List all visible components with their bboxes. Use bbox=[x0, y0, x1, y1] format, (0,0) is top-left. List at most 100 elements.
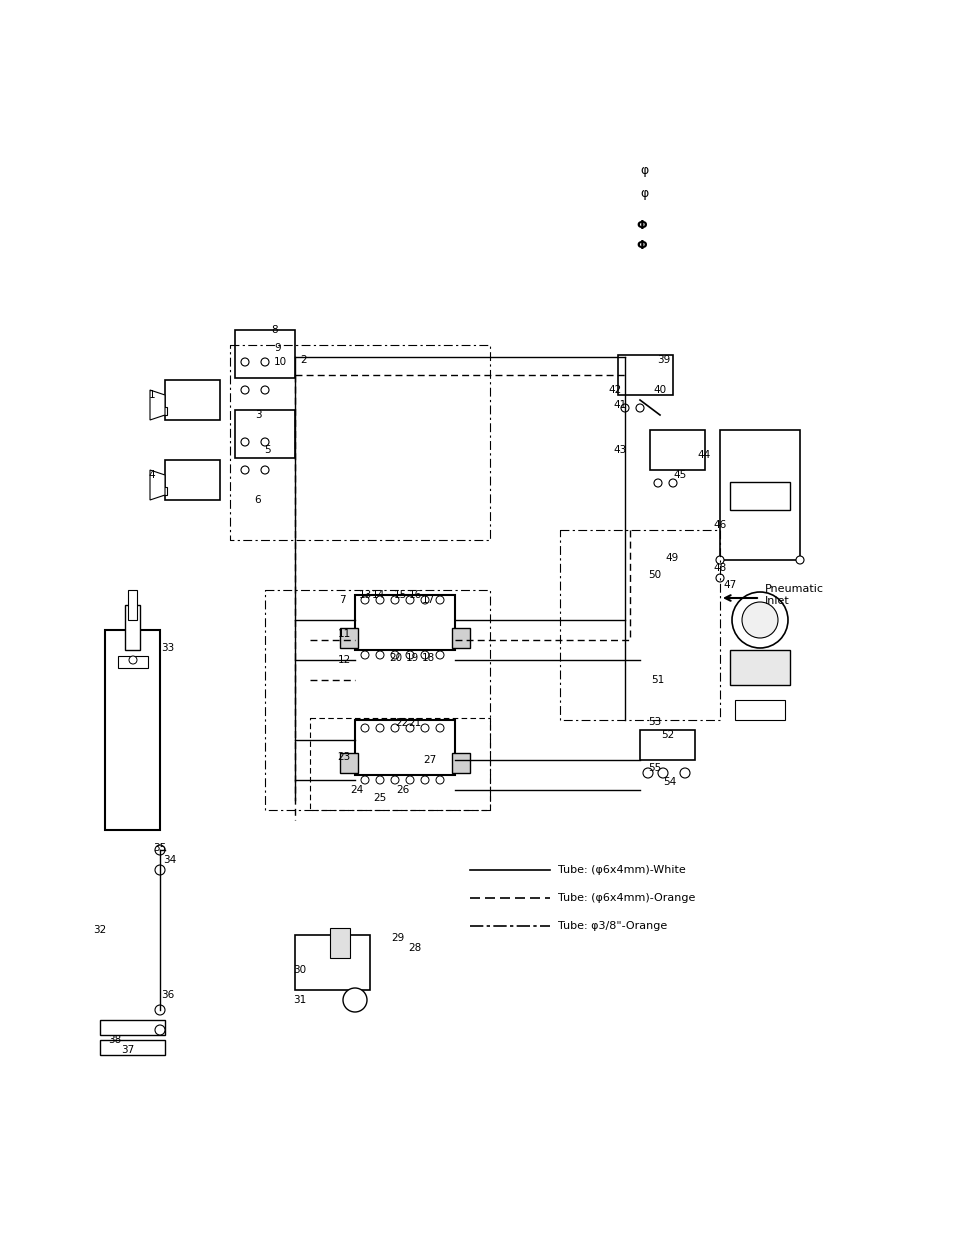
Text: 28: 28 bbox=[408, 944, 421, 953]
Text: 49: 49 bbox=[664, 553, 678, 563]
Circle shape bbox=[261, 466, 269, 474]
Circle shape bbox=[420, 724, 429, 732]
Bar bbox=[639, 730, 695, 760]
Circle shape bbox=[406, 651, 414, 659]
Text: 50: 50 bbox=[648, 571, 660, 580]
Text: 11: 11 bbox=[337, 629, 351, 638]
Bar bbox=[618, 354, 672, 395]
Text: 3: 3 bbox=[254, 410, 261, 420]
Bar bbox=[729, 650, 789, 685]
Bar bbox=[452, 629, 470, 648]
Circle shape bbox=[154, 864, 165, 876]
Text: 17: 17 bbox=[421, 595, 435, 605]
Circle shape bbox=[658, 768, 667, 778]
Text: 23: 23 bbox=[337, 752, 351, 762]
Text: 30: 30 bbox=[294, 965, 306, 974]
Text: 20: 20 bbox=[389, 653, 402, 663]
Text: 2: 2 bbox=[300, 354, 307, 366]
Text: 34: 34 bbox=[163, 855, 176, 864]
Text: 6: 6 bbox=[254, 495, 261, 505]
Text: 4: 4 bbox=[149, 471, 155, 480]
Bar bbox=[729, 482, 789, 510]
Text: 48: 48 bbox=[713, 563, 726, 573]
Circle shape bbox=[241, 438, 249, 446]
Text: 21: 21 bbox=[408, 718, 421, 727]
Text: 9: 9 bbox=[274, 343, 281, 353]
Circle shape bbox=[241, 358, 249, 366]
Text: 19: 19 bbox=[405, 653, 418, 663]
Bar bbox=[720, 430, 800, 559]
Text: 46: 46 bbox=[713, 520, 726, 530]
Text: φ: φ bbox=[639, 163, 648, 177]
Bar bbox=[355, 720, 455, 776]
Circle shape bbox=[375, 651, 384, 659]
Circle shape bbox=[261, 438, 269, 446]
Circle shape bbox=[436, 597, 443, 604]
Bar bbox=[355, 595, 455, 650]
Circle shape bbox=[261, 387, 269, 394]
Circle shape bbox=[731, 592, 787, 648]
Bar bbox=[100, 1040, 165, 1055]
Circle shape bbox=[391, 776, 398, 784]
Text: 7: 7 bbox=[338, 595, 345, 605]
Bar bbox=[118, 656, 148, 668]
Text: Tube: (φ6x4mm)-Orange: Tube: (φ6x4mm)-Orange bbox=[558, 893, 695, 903]
Text: 44: 44 bbox=[697, 450, 710, 459]
Bar bbox=[234, 410, 294, 458]
Polygon shape bbox=[150, 390, 165, 420]
Text: 45: 45 bbox=[673, 471, 686, 480]
Text: 39: 39 bbox=[657, 354, 670, 366]
Text: 43: 43 bbox=[613, 445, 626, 454]
Bar bbox=[154, 408, 167, 415]
Text: 22: 22 bbox=[395, 718, 408, 727]
Bar bbox=[165, 380, 220, 420]
Text: 14: 14 bbox=[371, 590, 384, 600]
Bar bbox=[154, 487, 167, 495]
Circle shape bbox=[343, 988, 367, 1011]
Bar bbox=[105, 630, 160, 830]
Bar bbox=[234, 330, 294, 378]
Circle shape bbox=[406, 597, 414, 604]
Circle shape bbox=[642, 768, 652, 778]
Text: 55: 55 bbox=[648, 763, 661, 773]
Circle shape bbox=[406, 724, 414, 732]
Text: 12: 12 bbox=[337, 655, 351, 664]
Text: 1: 1 bbox=[149, 390, 155, 400]
Circle shape bbox=[360, 651, 369, 659]
Circle shape bbox=[620, 404, 628, 412]
Text: 31: 31 bbox=[294, 995, 306, 1005]
Bar bbox=[100, 1020, 165, 1035]
Text: 24: 24 bbox=[350, 785, 363, 795]
Circle shape bbox=[391, 651, 398, 659]
Circle shape bbox=[654, 479, 661, 487]
Circle shape bbox=[154, 1025, 165, 1035]
Circle shape bbox=[360, 724, 369, 732]
Bar bbox=[452, 753, 470, 773]
Bar bbox=[339, 629, 357, 648]
Text: 37: 37 bbox=[121, 1045, 134, 1055]
Text: 35: 35 bbox=[153, 844, 167, 853]
Text: 41: 41 bbox=[613, 400, 626, 410]
Bar bbox=[165, 459, 220, 500]
Bar bbox=[125, 605, 140, 650]
Circle shape bbox=[668, 479, 677, 487]
Circle shape bbox=[375, 724, 384, 732]
Text: Pneumatic
Inlet: Pneumatic Inlet bbox=[764, 584, 823, 606]
Circle shape bbox=[391, 724, 398, 732]
Text: 53: 53 bbox=[648, 718, 661, 727]
Text: 36: 36 bbox=[161, 990, 174, 1000]
Circle shape bbox=[636, 404, 643, 412]
Bar bbox=[734, 700, 784, 720]
Circle shape bbox=[436, 651, 443, 659]
Circle shape bbox=[420, 776, 429, 784]
Text: 51: 51 bbox=[651, 676, 664, 685]
Text: 16: 16 bbox=[408, 590, 421, 600]
Text: φ: φ bbox=[639, 186, 648, 200]
Bar bbox=[649, 430, 704, 471]
Text: Tube: (φ6x4mm)-White: Tube: (φ6x4mm)-White bbox=[558, 864, 685, 876]
Text: 33: 33 bbox=[161, 643, 174, 653]
Text: 15: 15 bbox=[393, 590, 406, 600]
Circle shape bbox=[241, 387, 249, 394]
Text: 25: 25 bbox=[373, 793, 386, 803]
Text: 52: 52 bbox=[660, 730, 674, 740]
